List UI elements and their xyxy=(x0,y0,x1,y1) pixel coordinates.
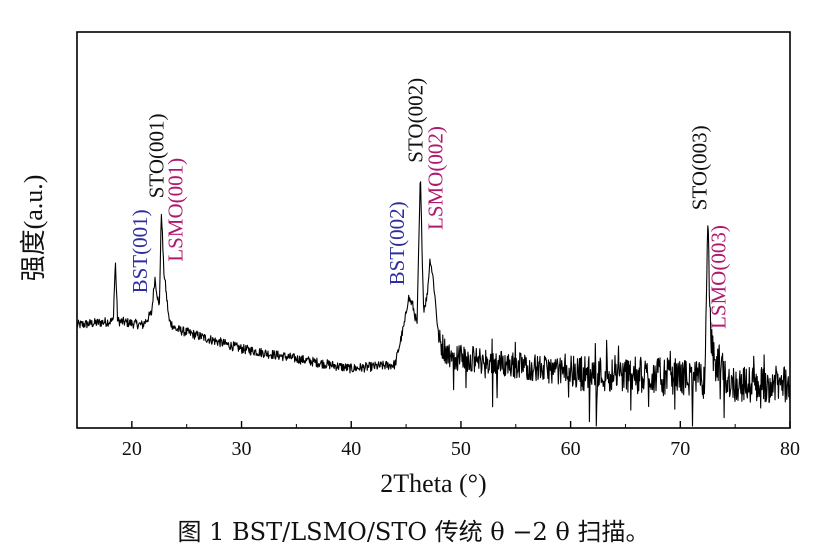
xrd-pattern-line xyxy=(76,181,791,427)
peak-label: LSMO(001) xyxy=(163,158,187,262)
figure-caption: 图 1 BST/LSMO/STO 传统 θ −2 θ 扫描。 xyxy=(177,518,650,546)
x-tick-label: 60 xyxy=(561,438,581,460)
peak-label: STO(001) xyxy=(145,114,169,199)
x-tick-label: 50 xyxy=(451,438,471,460)
x-axis-title: 2Theta (°) xyxy=(380,469,486,498)
x-tick-label: 80 xyxy=(780,438,800,460)
x-tick-label: 70 xyxy=(670,438,690,460)
peak-labels: BST(001) STO(001)LSMO(001) BST(002) STO(002… xyxy=(128,78,730,329)
peak-label: LSMO(002) xyxy=(423,126,447,230)
peak-label: STO(003) xyxy=(688,125,712,210)
peak-label: BST(001) xyxy=(128,209,152,293)
peak-label: LSMO(003) xyxy=(706,225,730,329)
plot-border xyxy=(76,31,791,429)
peak-label: STO(002) xyxy=(404,78,428,163)
xrd-chart: 20 30 40 50 60 70 80 BST(001) STO(001)LSMO(001)… xyxy=(19,31,800,498)
peak-label: BST(002) xyxy=(385,201,409,285)
plot-frame xyxy=(76,31,791,429)
y-axis-title: 强度(a.u.) xyxy=(19,175,48,282)
x-axis-ticks: 20 30 40 50 60 70 80 xyxy=(76,421,800,460)
x-tick-label: 30 xyxy=(232,438,252,460)
x-tick-label: 40 xyxy=(341,438,361,460)
x-tick-label: 20 xyxy=(122,438,142,460)
